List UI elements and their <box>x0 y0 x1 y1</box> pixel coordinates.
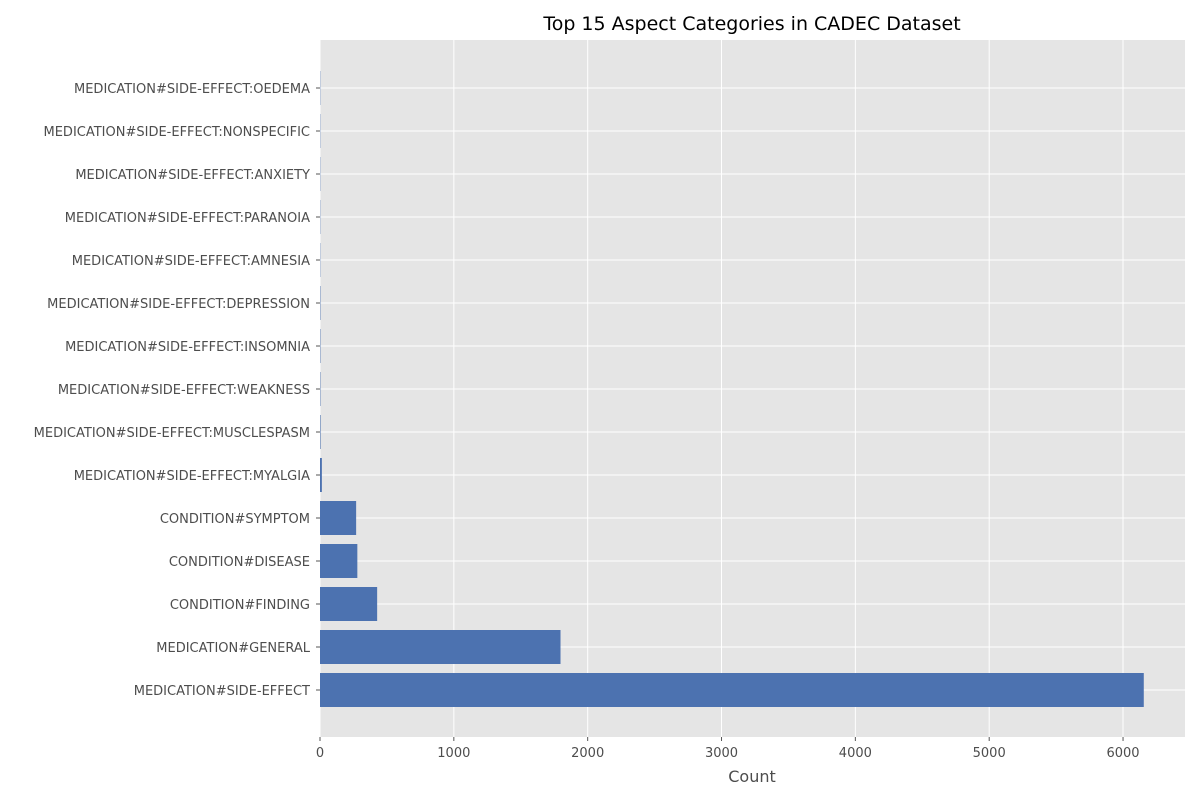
bars <box>320 71 1144 707</box>
bar <box>320 587 378 621</box>
y-tick-label: MEDICATION#SIDE-EFFECT:MUSCLESPASM <box>34 426 310 441</box>
x-tick-label: 4000 <box>839 746 872 761</box>
chart-title: Top 15 Aspect Categories in CADEC Datase… <box>542 13 960 35</box>
y-tick-label: MEDICATION#SIDE-EFFECT:OEDEMA <box>74 82 310 97</box>
y-tick-label: MEDICATION#GENERAL <box>156 641 310 656</box>
x-tick-label: 6000 <box>1106 746 1139 761</box>
y-tick-label: MEDICATION#SIDE-EFFECT:PARANOIA <box>65 211 310 226</box>
y-tick-label: MEDICATION#SIDE-EFFECT:WEAKNESS <box>58 383 310 398</box>
y-tick-label: MEDICATION#SIDE-EFFECT:NONSPECIFIC <box>44 125 311 140</box>
y-tick-label: MEDICATION#SIDE-EFFECT:INSOMNIA <box>65 340 310 355</box>
x-tick-label: 0 <box>316 746 324 761</box>
y-tick-label: MEDICATION#SIDE-EFFECT:AMNESIA <box>72 254 310 269</box>
bar <box>320 501 357 535</box>
bar <box>320 415 321 449</box>
y-tick-label: MEDICATION#SIDE-EFFECT:MYALGIA <box>74 469 310 484</box>
y-tick-label: CONDITION#FINDING <box>170 598 310 613</box>
x-axis-ticks: 0 1000 2000 3000 4000 5000 6000 <box>316 737 1140 761</box>
x-tick-label: 5000 <box>973 746 1006 761</box>
y-tick-label: MEDICATION#SIDE-EFFECT:ANXIETY <box>75 168 310 183</box>
bar <box>320 673 1144 707</box>
bar <box>320 544 358 578</box>
y-tick-label: CONDITION#DISEASE <box>169 555 310 570</box>
y-tick-label: MEDICATION#SIDE-EFFECT:DEPRESSION <box>47 297 310 312</box>
y-tick-label: MEDICATION#SIDE-EFFECT <box>134 684 310 699</box>
y-tick-label: CONDITION#SYMPTOM <box>160 512 310 527</box>
x-tick-label: 3000 <box>705 746 738 761</box>
x-tick-label: 2000 <box>571 746 604 761</box>
y-axis-ticks: MEDICATION#SIDE-EFFECT MEDICATION#GENERAL… <box>34 82 320 699</box>
x-axis-title: Count <box>728 767 776 786</box>
x-tick-label: 1000 <box>437 746 470 761</box>
bar <box>320 458 322 492</box>
bar <box>320 630 561 664</box>
